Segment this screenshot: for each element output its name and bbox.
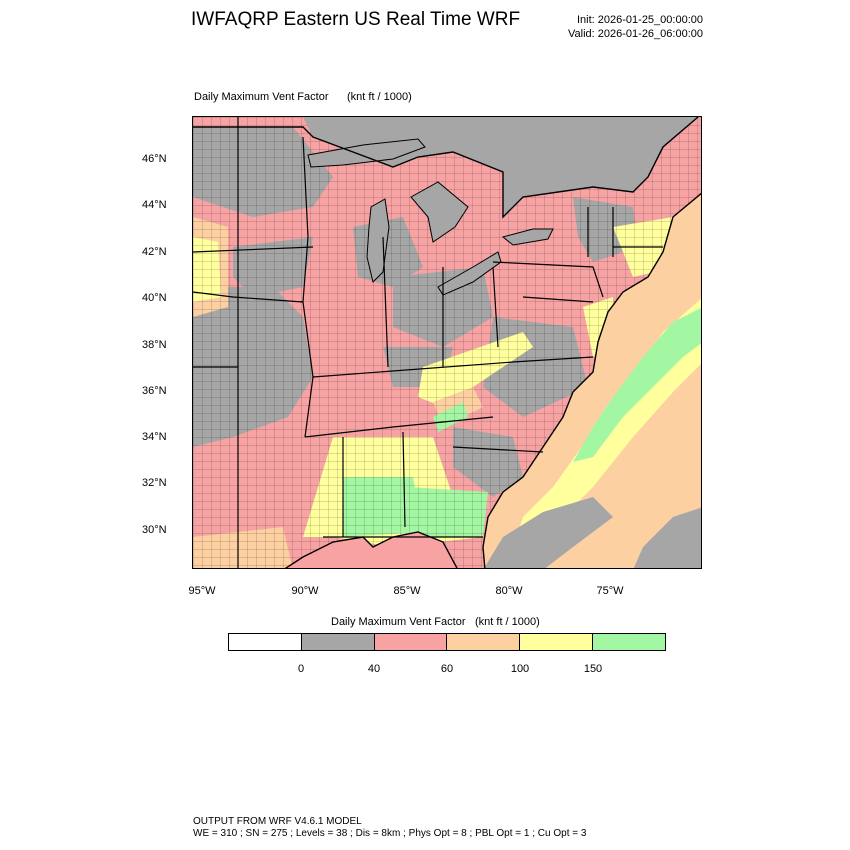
colorbar: [228, 633, 666, 651]
lat-label-30: 30°N: [142, 524, 167, 536]
map-frame: [192, 116, 702, 569]
colorbar-seg-3: [447, 634, 521, 650]
colorbar-units: (knt ft / 1000): [475, 616, 540, 628]
colorbar-seg-1: [301, 634, 375, 650]
footer-model-line: OUTPUT FROM WRF V4.6.1 MODEL: [193, 816, 362, 827]
ocean-gray-patch: [484, 497, 613, 568]
valid-time: Valid: 2026-01-26_06:00:00: [568, 28, 703, 40]
lat-label-36: 36°N: [142, 385, 167, 397]
lat-label-44: 44°N: [142, 199, 167, 211]
colorbar-seg-2: [374, 634, 448, 650]
colorbar-seg-0: [229, 634, 302, 650]
lat-label-46: 46°N: [142, 153, 167, 165]
lat-label-42: 42°N: [142, 246, 167, 258]
lon-label-80: 80°W: [495, 585, 523, 597]
footer-config-line: WE = 310 ; SN = 275 ; Levels = 38 ; Dis …: [193, 828, 587, 839]
gulf-coastline: [284, 531, 458, 568]
lake-superior: [307, 138, 426, 168]
ocean-gray-patch-2: [633, 507, 701, 568]
init-time: Init: 2026-01-25_00:00:00: [577, 14, 703, 26]
plot-units: (knt ft / 1000): [347, 91, 412, 103]
colorbar-title: Daily Maximum Vent Factor: [331, 616, 466, 628]
plot-title: Daily Maximum Vent Factor: [194, 91, 329, 103]
colorbar-seg-4: [520, 634, 594, 650]
colorbar-tick-0: 0: [297, 663, 305, 675]
colorbar-tick-40: 40: [367, 663, 381, 675]
lat-label-32: 32°N: [142, 477, 167, 489]
state-boundaries: [193, 117, 663, 568]
canada-east: [493, 117, 701, 217]
ocean-region: [483, 193, 701, 568]
lon-label-85: 85°W: [393, 585, 421, 597]
colorbar-tick-60: 60: [440, 663, 454, 675]
lat-label-38: 38°N: [142, 339, 167, 351]
lat-label-40: 40°N: [142, 292, 167, 304]
lon-label-75: 75°W: [596, 585, 624, 597]
lake-ontario: [501, 228, 554, 246]
east-coastline: [482, 192, 701, 568]
ocean-green-band: [573, 308, 701, 462]
colorbar-seg-5: [593, 634, 665, 650]
lon-label-90: 90°W: [291, 585, 319, 597]
vent-factor-map: [193, 117, 701, 568]
lon-label-95: 95°W: [188, 585, 216, 597]
main-title: IWFAQRP Eastern US Real Time WRF: [191, 9, 521, 30]
colorbar-tick-150: 150: [583, 663, 603, 675]
lat-label-34: 34°N: [142, 431, 167, 443]
colorbar-tick-100: 100: [510, 663, 530, 675]
lake-huron: [410, 181, 469, 243]
canada-border: [193, 117, 699, 219]
